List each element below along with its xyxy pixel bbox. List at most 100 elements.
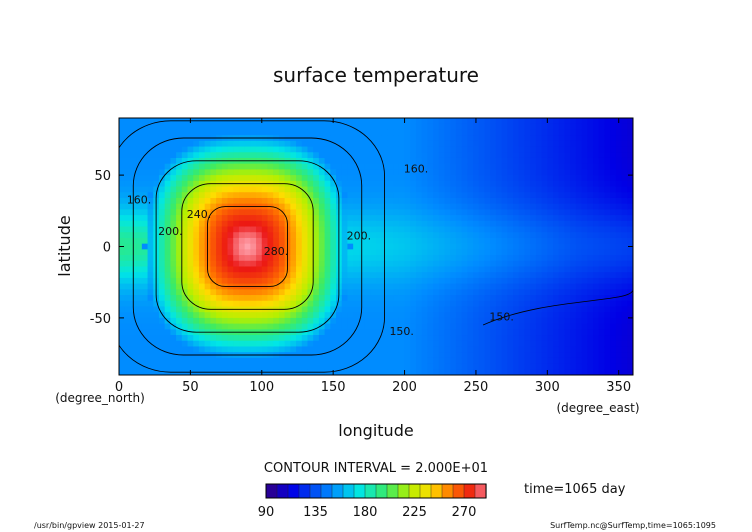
field-cell <box>256 277 263 285</box>
field-cell <box>244 255 251 262</box>
field-cell <box>507 249 514 256</box>
field-cell <box>164 215 171 222</box>
field-cell <box>318 346 326 353</box>
field-cell <box>176 283 183 290</box>
field-cell <box>164 140 171 148</box>
field-cell <box>210 140 217 148</box>
field-cell <box>187 209 194 216</box>
field-cell <box>290 323 297 330</box>
field-cell <box>227 169 234 176</box>
field-cell <box>604 300 611 308</box>
field-cell <box>176 180 183 188</box>
field-cell <box>210 255 217 262</box>
field-cell <box>524 295 531 302</box>
field-cell <box>136 369 143 375</box>
field-cell <box>370 352 377 359</box>
field-cell <box>570 209 577 216</box>
field-cell <box>267 140 274 148</box>
field-cell <box>438 255 446 262</box>
field-cell <box>473 226 480 233</box>
field-cell <box>467 260 474 268</box>
field-cell <box>267 266 274 273</box>
field-cell <box>478 129 486 136</box>
field-cell <box>170 249 177 256</box>
field-cell <box>455 169 463 176</box>
field-cell <box>318 215 326 222</box>
field-cell <box>535 186 543 193</box>
field-cell <box>130 169 137 176</box>
field-cell <box>347 340 354 348</box>
field-cell <box>256 220 263 228</box>
field-cell <box>610 129 617 136</box>
field-cell <box>438 232 446 239</box>
field-cell <box>324 266 331 273</box>
field-cell <box>581 118 588 125</box>
field-cell <box>393 243 400 250</box>
field-cell <box>387 169 394 176</box>
field-cell <box>501 329 508 336</box>
field-cell <box>524 243 531 250</box>
field-cell <box>593 340 600 348</box>
field-cell <box>507 226 514 233</box>
field-cell <box>238 335 246 342</box>
field-cell <box>284 323 291 330</box>
colorbar-tick-label: 135 <box>303 505 328 520</box>
field-cell <box>176 277 183 285</box>
field-cell <box>261 226 269 233</box>
field-cell <box>410 323 417 330</box>
field-cell <box>627 340 633 348</box>
field-cell <box>296 255 303 262</box>
field-cell <box>358 163 366 170</box>
field-cell <box>455 152 463 159</box>
field-cell <box>450 192 457 199</box>
field-cell <box>404 175 411 182</box>
field-cell <box>119 140 126 148</box>
field-cell <box>353 260 360 268</box>
field-cell <box>273 289 280 296</box>
field-cell <box>290 249 297 256</box>
field-cell <box>421 295 428 302</box>
field-cell <box>610 226 617 233</box>
field-cell <box>490 169 497 176</box>
field-cell <box>296 266 303 273</box>
field-cell <box>296 323 303 330</box>
field-cell <box>353 237 360 245</box>
field-cell <box>513 295 520 302</box>
field-cell <box>330 157 337 165</box>
field-cell <box>387 352 394 359</box>
field-cell <box>164 340 171 348</box>
field-cell <box>267 335 274 342</box>
field-cell <box>438 323 446 330</box>
field-cell <box>358 363 366 370</box>
field-cell <box>324 255 331 262</box>
field-cell <box>330 357 337 365</box>
field-cell <box>256 249 263 256</box>
field-cell <box>507 357 514 365</box>
field-cell <box>564 226 571 233</box>
field-cell <box>541 237 548 245</box>
field-cell <box>513 152 520 159</box>
field-cell <box>256 323 263 330</box>
field-cell <box>193 215 200 222</box>
field-cell <box>575 197 583 205</box>
field-cell <box>216 317 223 325</box>
field-cell <box>136 186 143 193</box>
field-cell <box>587 152 594 159</box>
field-cell <box>221 140 229 148</box>
field-cell <box>524 186 531 193</box>
field-cell <box>415 152 423 159</box>
field-cell <box>610 135 617 142</box>
field-cell <box>518 289 526 296</box>
field-cell <box>164 186 171 193</box>
field-cell <box>404 186 411 193</box>
field-cell <box>267 169 274 176</box>
field-cell <box>124 226 132 233</box>
field-cell <box>210 300 217 308</box>
field-cell <box>238 129 246 136</box>
field-cell <box>615 266 623 273</box>
field-cell <box>330 215 337 222</box>
field-cell <box>530 340 537 348</box>
field-cell <box>615 209 623 216</box>
field-cell <box>244 272 251 279</box>
field-cell <box>455 220 463 228</box>
